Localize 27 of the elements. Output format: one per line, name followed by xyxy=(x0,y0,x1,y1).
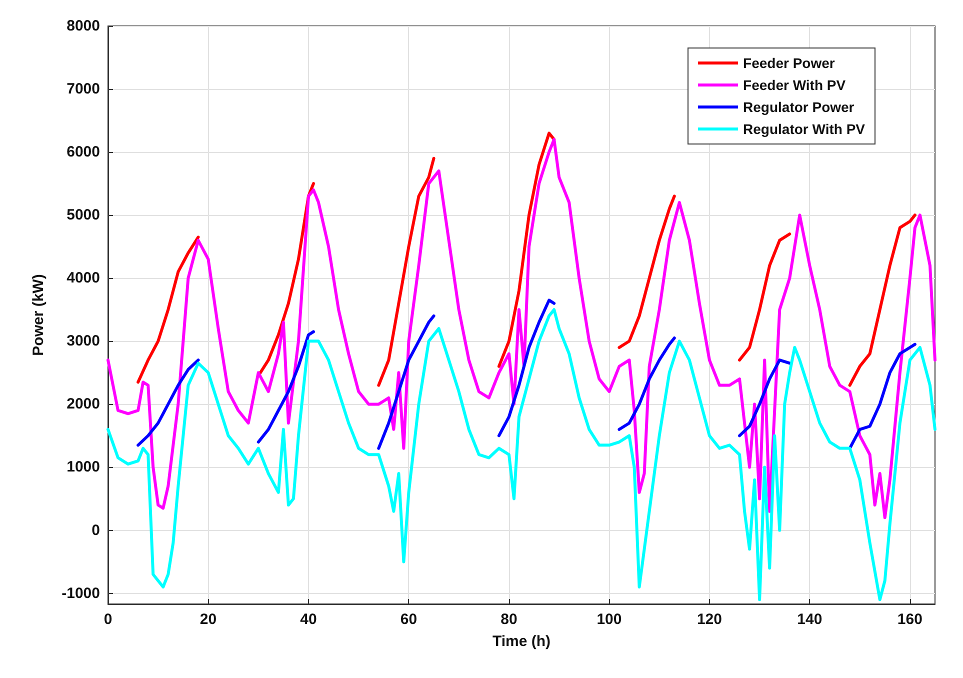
x-tick-label: 80 xyxy=(500,611,518,628)
x-tick-label: 40 xyxy=(300,611,317,628)
y-axis-title: Power (kW) xyxy=(30,274,47,356)
y-tick-label: 0 xyxy=(92,522,100,539)
y-tick-label: -1000 xyxy=(62,584,100,602)
legend-label: Feeder With PV xyxy=(743,77,846,93)
x-tick-label: 60 xyxy=(400,611,418,628)
x-tick-label: 0 xyxy=(104,611,112,628)
legend-label: Regulator Power xyxy=(743,99,855,115)
y-tick-label: 8000 xyxy=(66,18,100,34)
y-tick-label: 6000 xyxy=(66,144,100,161)
line-series xyxy=(106,308,936,602)
x-tick-label: 160 xyxy=(897,611,922,628)
y-tick-label: 4000 xyxy=(66,270,100,287)
x-axis-title: Time (h) xyxy=(492,633,551,650)
x-tick-label: 100 xyxy=(596,611,622,628)
y-tick-label: 3000 xyxy=(66,332,100,350)
line-series xyxy=(106,138,936,520)
y-tick-label: 2000 xyxy=(66,396,100,413)
x-tick-label: 120 xyxy=(696,611,722,628)
x-tick-label: 140 xyxy=(797,611,822,628)
x-tick-label: 20 xyxy=(200,611,217,628)
legend-label: Feeder Power xyxy=(743,55,836,71)
y-tick-label: 1000 xyxy=(66,458,100,476)
y-tick-label: 5000 xyxy=(66,206,100,224)
y-tick-label: 7000 xyxy=(66,80,100,98)
legend-label: Regulator With PV xyxy=(743,121,866,137)
